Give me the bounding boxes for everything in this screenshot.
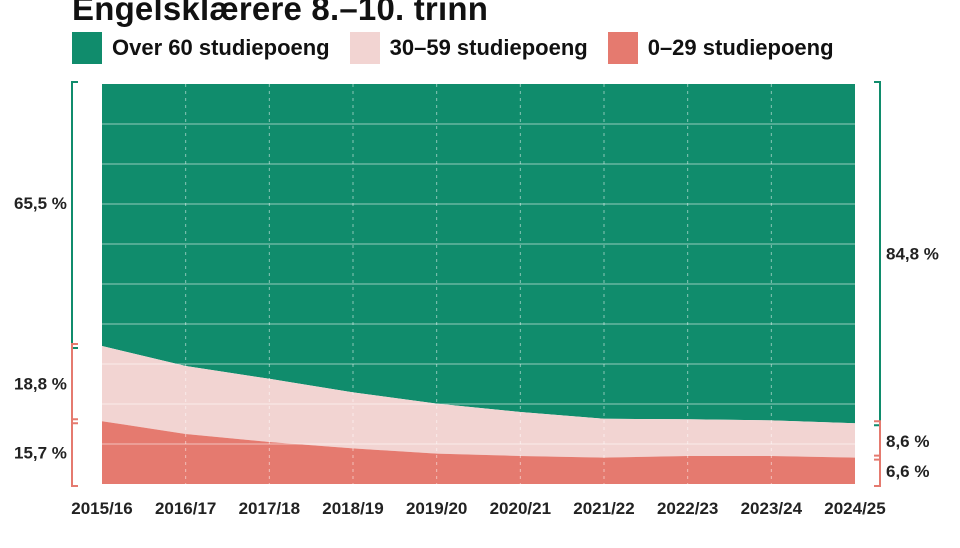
bracket-start-mid [71,343,78,425]
bracket-end-low [874,454,881,487]
legend-label-mid: 30–59 studiepoeng [389,35,588,60]
x-tick-label: 2023/24 [741,499,803,518]
grid-lines [102,84,855,484]
x-tick-label: 2016/17 [155,499,216,518]
x-tick-label: 2024/25 [824,499,885,518]
start-label-low: 15,7 % [14,444,67,463]
end-label-over60: 84,8 % [886,245,939,264]
x-tick-label: 2015/16 [71,499,132,518]
legend-swatch-over60 [72,32,102,64]
start-label-over60: 65,5 % [14,194,67,213]
x-tick-label: 2018/19 [322,499,383,518]
legend-swatch-low [607,32,638,64]
x-tick-label: 2017/18 [239,499,300,518]
series-area-mid [102,346,855,458]
legend-label-low: 0–29 studiepoeng [647,35,834,60]
legend-label-over60: Over 60 studiepoeng [112,35,330,60]
legend-item-mid: 30–59 studiepoeng [349,32,588,64]
x-tick-label: 2022/23 [657,499,718,518]
legend-item-low: 0–29 studiepoeng [607,32,834,64]
x-tick-label: 2021/22 [573,499,634,518]
bracket-start-over60 [71,81,78,349]
x-tick-label: 2020/21 [490,499,551,518]
chart-title: Engelsklærere 8.–10. trinn [72,0,489,27]
start-label-mid: 18,8 % [14,375,67,394]
end-label-low: 6,6 % [886,462,929,481]
series-area-over60 [102,84,855,424]
bracket-start-low [71,418,78,487]
legend-item-over60: Over 60 studiepoeng [72,32,330,64]
bracket-end-over60 [874,81,881,427]
legend-swatch-mid [349,32,380,64]
bracket-end-mid [874,420,881,461]
legend: Over 60 studiepoeng 30–59 studiepoeng 0–… [72,32,854,64]
series-area-low [102,421,855,484]
end-label-mid: 8,6 % [886,432,929,451]
x-tick-label: 2019/20 [406,499,467,518]
